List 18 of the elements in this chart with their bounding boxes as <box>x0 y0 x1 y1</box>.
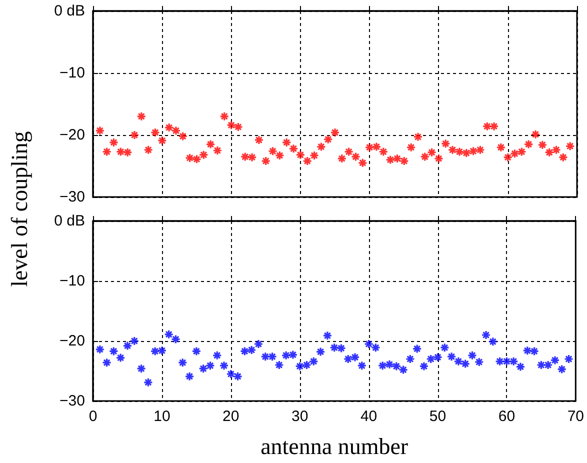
x-axis-title: antenna number <box>260 434 408 459</box>
y-tick-label: −20 <box>60 332 85 350</box>
y-tick-label: −30 <box>60 392 85 410</box>
x-tick-label: 30 <box>292 408 308 425</box>
y-tick-label: −10 <box>60 64 85 82</box>
x-tick-label: 50 <box>429 408 446 425</box>
y-tick-label: −10 <box>60 272 85 290</box>
x-tick-label: 60 <box>498 408 516 425</box>
x-tick-label: 40 <box>360 408 378 425</box>
y-tick-label: 0 dB <box>54 2 85 20</box>
y-tick-label: −30 <box>60 188 85 206</box>
x-tick-label: 10 <box>154 408 170 425</box>
y-tick-label: −20 <box>60 126 85 144</box>
y-axis-title: level of coupling <box>7 131 33 287</box>
x-tick-label: 20 <box>222 408 240 425</box>
x-tick-label: 0 <box>88 408 98 425</box>
x-tick-label: 70 <box>567 408 584 425</box>
y-tick-label: 0 dB <box>54 212 85 230</box>
